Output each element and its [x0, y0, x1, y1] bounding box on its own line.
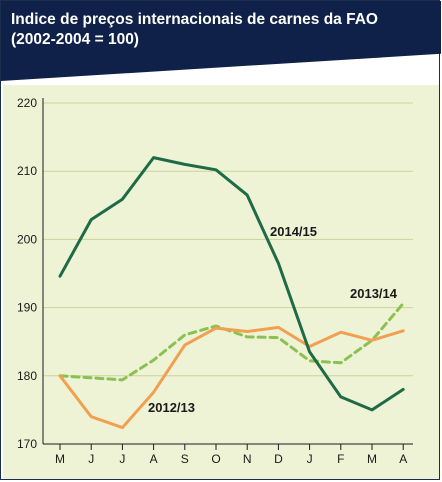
- series-line-2013-14: [58, 302, 405, 382]
- series-label-2014-15: 2014/15: [270, 224, 317, 239]
- x-tick-label-5: O: [211, 452, 220, 466]
- series-label-2012-13: 2012/13: [148, 400, 195, 415]
- y-tick-label-210: 210: [17, 164, 37, 178]
- series-line-2014-15: [58, 156, 405, 412]
- x-tick-label-0: M: [55, 452, 65, 466]
- plot-area: [3, 85, 439, 479]
- x-tick-label-2: J: [119, 452, 125, 466]
- x-tick-label-10: M: [367, 452, 377, 466]
- y-tick-label-220: 220: [17, 96, 37, 110]
- x-tick-label-7: D: [274, 452, 283, 466]
- x-tick-label-9: F: [337, 452, 344, 466]
- x-tick-label-4: S: [181, 452, 189, 466]
- chart-title: Indice de preços internacionais de carne…: [11, 11, 378, 28]
- chart-title-block: Indice de preços internacionais de carne…: [11, 10, 431, 50]
- y-tick-label-180: 180: [17, 369, 37, 383]
- chart-subtitle: (2002-2004 = 100): [11, 31, 139, 48]
- x-tick-label-1: J: [88, 452, 94, 466]
- x-tick-label-11: A: [399, 452, 407, 466]
- x-tick-label-6: N: [243, 452, 252, 466]
- series-label-2013-14: 2013/14: [350, 286, 398, 301]
- y-tick-label-200: 200: [17, 232, 37, 246]
- x-tick-label-8: J: [307, 452, 313, 466]
- y-tick-label-190: 190: [17, 301, 37, 315]
- series-line-2012-13: [58, 325, 405, 430]
- x-tick-label-3: A: [150, 452, 158, 466]
- y-tick-label-170: 170: [17, 437, 37, 451]
